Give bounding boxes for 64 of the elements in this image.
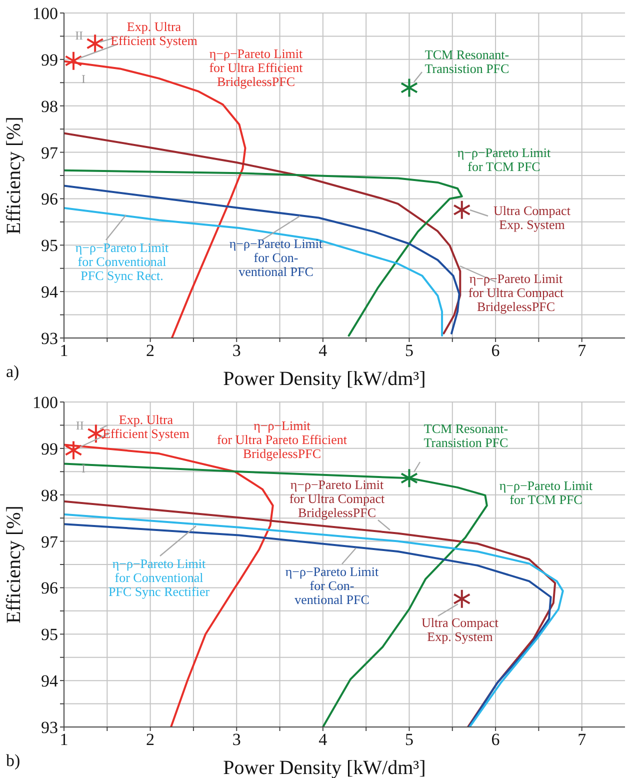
y-tick-label: 93 bbox=[41, 718, 58, 738]
y-tick-label: 100 bbox=[32, 4, 58, 24]
series-label: η−ρ−Pareto Limit for Con- ventional PFC bbox=[229, 236, 324, 279]
x-tick-label: 1 bbox=[60, 341, 68, 360]
y-tick-label: 95 bbox=[41, 625, 58, 644]
series-label: Ultra Compact Exp. System bbox=[494, 203, 571, 232]
y-tick-label: 97 bbox=[41, 532, 58, 552]
point bbox=[453, 588, 471, 609]
y-tick-label: 94 bbox=[41, 672, 58, 691]
annotation: I bbox=[81, 461, 86, 476]
series-label: Ultra Compact Exp. System bbox=[422, 615, 499, 644]
y-tick-label: 93 bbox=[41, 329, 58, 348]
x-axis-title: Power Density [kW/dm³] bbox=[223, 368, 426, 390]
x-tick-label: 5 bbox=[404, 730, 414, 750]
y-tick-label: 100 bbox=[32, 393, 58, 412]
annotation: I bbox=[81, 72, 86, 86]
x-tick-label: 7 bbox=[578, 341, 587, 360]
annotation: II bbox=[75, 28, 84, 43]
x-tick-label: 2 bbox=[146, 341, 155, 360]
x-tick-label: 6 bbox=[491, 730, 500, 750]
y-axis-title: Efficiency [%] bbox=[3, 506, 25, 624]
x-tick-label: 7 bbox=[578, 730, 587, 750]
series-label: η−ρ−Pareto Limit for Ultra Efficient BridgelessPFC bbox=[209, 46, 304, 89]
point bbox=[400, 468, 418, 488]
series-label: η−ρ−Pareto Limit for Conventional PFC Sync Rect. bbox=[75, 240, 170, 283]
x-tick-label: 1 bbox=[60, 730, 68, 750]
point bbox=[400, 78, 418, 98]
x-tick-label: 3 bbox=[232, 730, 241, 750]
y-axis-title: Efficiency [%] bbox=[3, 116, 25, 234]
y-tick-label: 99 bbox=[41, 439, 58, 458]
x-tick-label: 5 bbox=[404, 341, 414, 360]
annotation: II bbox=[76, 418, 84, 433]
text: η−ρ−Pareto Limit for Conventional PFC Sync Rectifier bbox=[108, 556, 210, 599]
series-label: η−ρ−Pareto Limit for Ultra Compact BridgelessPFC bbox=[468, 271, 564, 314]
series-label: η−ρ−Pareto Limit for Con- ventional PFC bbox=[285, 564, 380, 607]
x-tick-label: 3 bbox=[232, 341, 241, 360]
x-axis-title: Power Density [kW/dm³] bbox=[223, 757, 426, 778]
y-tick-label: 98 bbox=[41, 486, 58, 505]
x-tick-label: 6 bbox=[491, 341, 500, 360]
series-label: η−ρ−Limit for Ultra Pareto Efficient BridgelessPFC bbox=[216, 418, 348, 461]
y-tick-label: 94 bbox=[41, 282, 58, 302]
series-label: η−ρ−Pareto Limit for TCM PFC bbox=[499, 478, 594, 507]
series-label: Exp. Ultra Efficient System bbox=[110, 19, 198, 48]
point bbox=[86, 34, 104, 54]
y-tick-label: 98 bbox=[41, 96, 58, 116]
line-series bbox=[64, 207, 444, 337]
y-tick-label: 96 bbox=[41, 578, 58, 598]
x-tick-label: 4 bbox=[318, 341, 328, 360]
text: a) bbox=[6, 362, 20, 381]
y-tick-label: 95 bbox=[41, 236, 58, 256]
text: b) bbox=[6, 751, 20, 770]
y-tick-label: 99 bbox=[41, 50, 58, 70]
series-label: TCM Resonant- Transistion PFC bbox=[424, 421, 508, 450]
series-label: η−ρ−Pareto Limit for Ultra Compact BridgelessPFC bbox=[289, 477, 386, 520]
point bbox=[87, 424, 105, 444]
y-tick-label: 97 bbox=[41, 143, 58, 162]
point bbox=[453, 200, 471, 220]
point bbox=[64, 50, 82, 71]
x-tick-label: 2 bbox=[146, 730, 155, 750]
series-label: TCM Resonant- Transistion PFC bbox=[424, 47, 510, 76]
x-tick-label: 4 bbox=[318, 730, 328, 750]
series-label: Exp. Ultra Efficient System bbox=[102, 412, 190, 441]
y-tick-label: 96 bbox=[41, 190, 58, 209]
series-label: η−ρ−Pareto Limit for TCM PFC bbox=[457, 145, 552, 174]
